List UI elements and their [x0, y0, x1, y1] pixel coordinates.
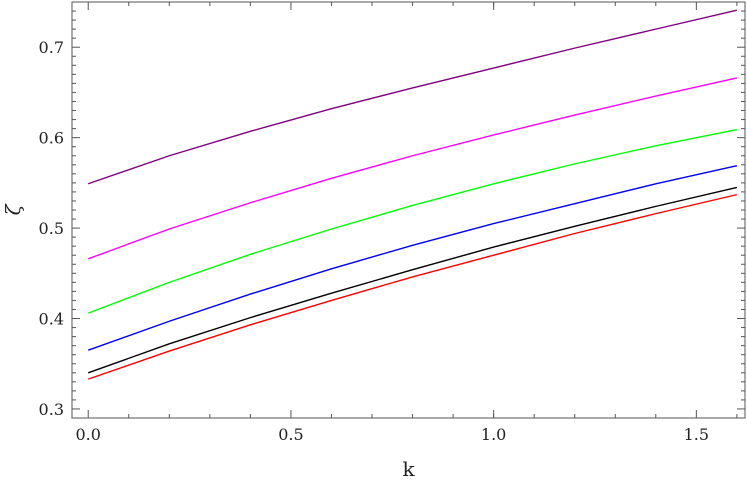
y-tick-label: 0.5 — [39, 219, 64, 238]
series-lines — [87, 9, 738, 380]
y-tick-label: 0.3 — [39, 400, 64, 419]
plot-frame — [71, 1, 746, 419]
x-axis-label: k — [402, 457, 415, 481]
x-tick-label: 1.0 — [481, 425, 506, 444]
x-tick-label: 0.0 — [75, 425, 100, 444]
y-tick-label: 0.4 — [39, 310, 64, 329]
series-line-1 — [87, 9, 738, 185]
series-line-3 — [87, 128, 738, 314]
y-axis-label: ζ — [1, 203, 25, 215]
series-line-2 — [87, 77, 738, 260]
series-line-6 — [87, 193, 738, 380]
x-tick-label: 0.5 — [278, 425, 303, 444]
y-tick-label: 0.7 — [39, 38, 64, 57]
axis-ticks — [72, 2, 745, 418]
series-line-4 — [87, 165, 738, 351]
plot-area — [71, 1, 746, 419]
series-line-5 — [87, 186, 738, 374]
x-tick-label: 1.5 — [684, 425, 709, 444]
y-tick-label: 0.6 — [39, 129, 64, 148]
tick-labels: 0.0 0.5 1.0 1.5 0.3 0.4 0.5 0.6 0.7 — [39, 38, 710, 444]
